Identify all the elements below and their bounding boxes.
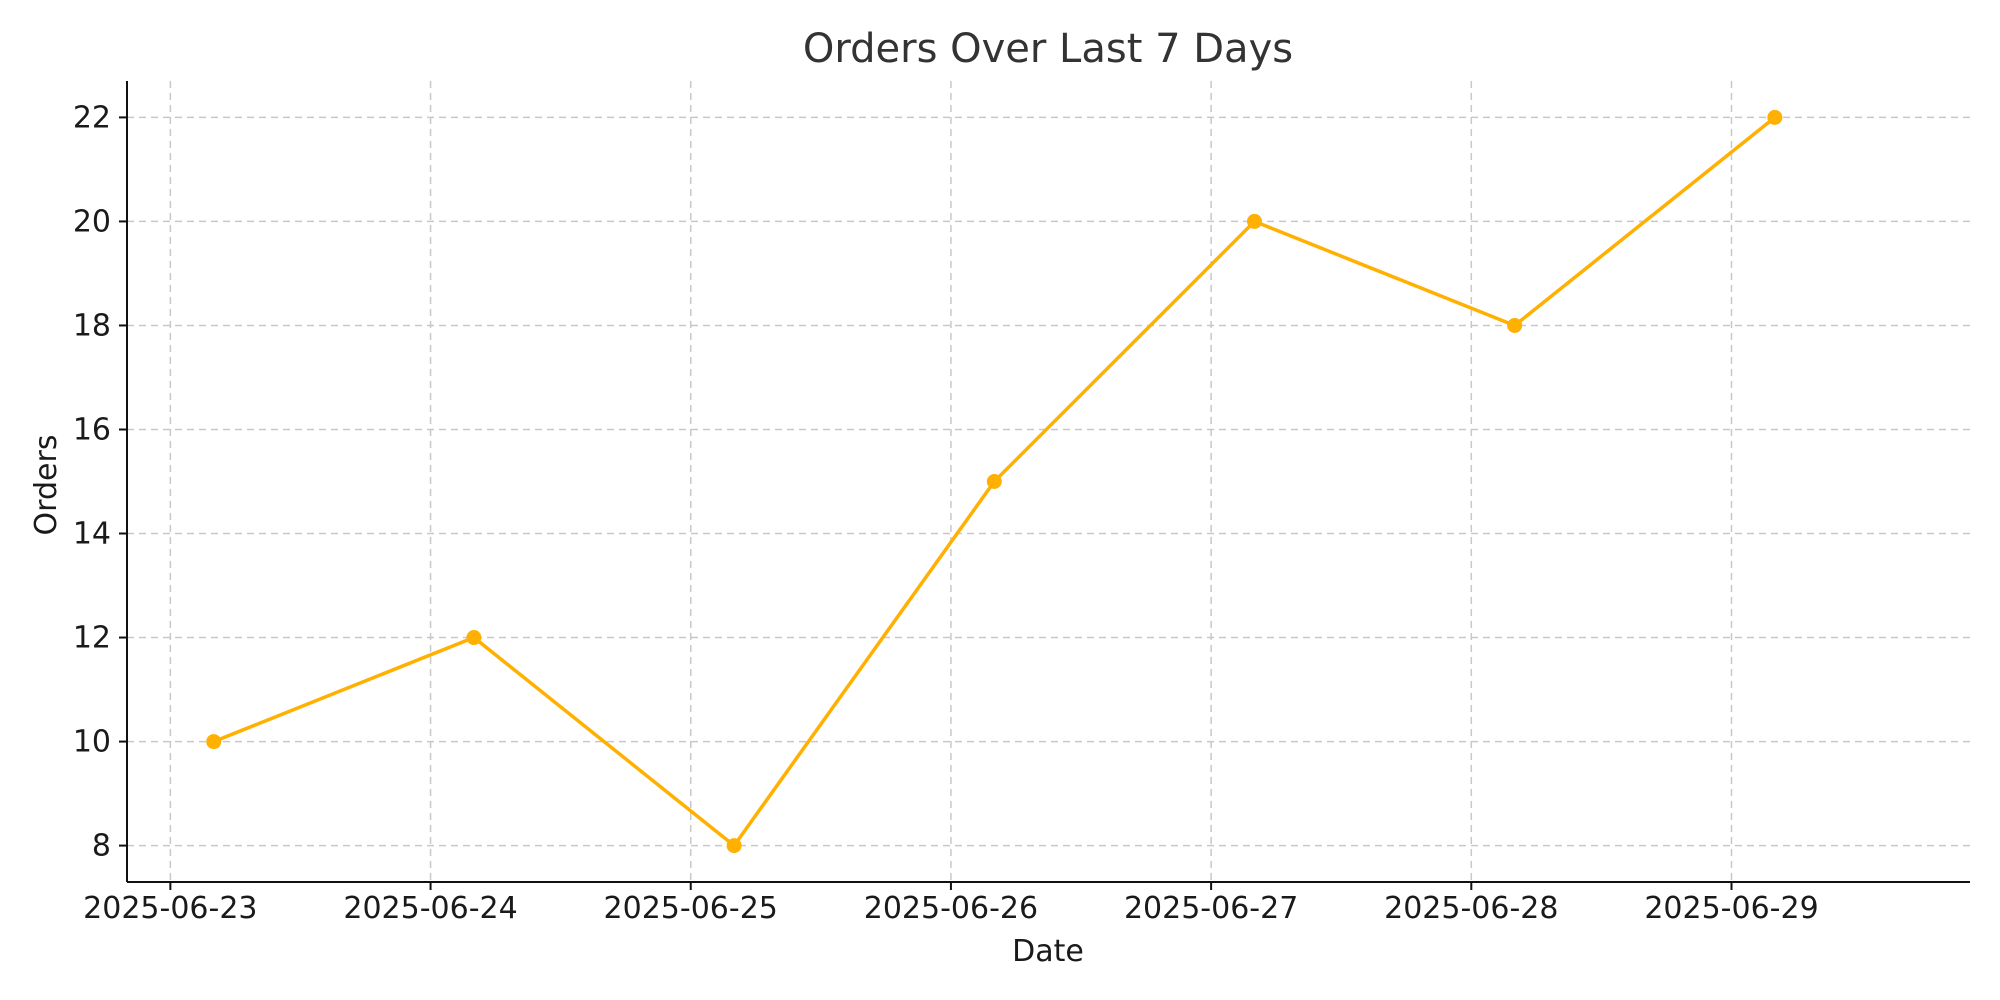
data-point <box>206 734 222 750</box>
data-point <box>1767 109 1783 125</box>
chart-title: Orders Over Last 7 Days <box>803 26 1293 72</box>
y-tick-label: 22 <box>73 100 111 135</box>
y-axis-label: Orders <box>29 435 64 536</box>
x-tick-label: 2025-06-25 <box>604 891 778 926</box>
y-tick-label: 8 <box>92 829 111 864</box>
y-tick-label: 18 <box>73 308 111 343</box>
x-tick-label: 2025-06-26 <box>864 891 1038 926</box>
data-point <box>986 474 1002 489</box>
y-tick-label: 20 <box>73 204 111 239</box>
series <box>206 109 1783 854</box>
ticks: 2025-06-23 2025-06-24 2025-06-25 2025-06-26… <box>73 100 1819 926</box>
x-tick-label: 2025-06-29 <box>1644 891 1818 926</box>
axes <box>126 81 1970 883</box>
x-tick-label: 2025-06-24 <box>343 891 517 926</box>
x-axis-label: Date <box>1012 934 1084 969</box>
data-point <box>1246 213 1262 229</box>
grid <box>127 81 1970 882</box>
y-tick-label: 12 <box>73 621 111 656</box>
data-point <box>466 630 482 646</box>
data-point <box>1507 317 1523 333</box>
y-tick-label: 16 <box>73 412 111 447</box>
data-point <box>726 838 742 854</box>
x-tick-label: 2025-06-27 <box>1124 891 1298 926</box>
y-tick-label: 14 <box>73 517 111 552</box>
x-tick-label: 2025-06-28 <box>1384 891 1558 926</box>
y-tick-label: 10 <box>73 725 111 760</box>
x-tick-label: 2025-06-23 <box>83 891 257 926</box>
